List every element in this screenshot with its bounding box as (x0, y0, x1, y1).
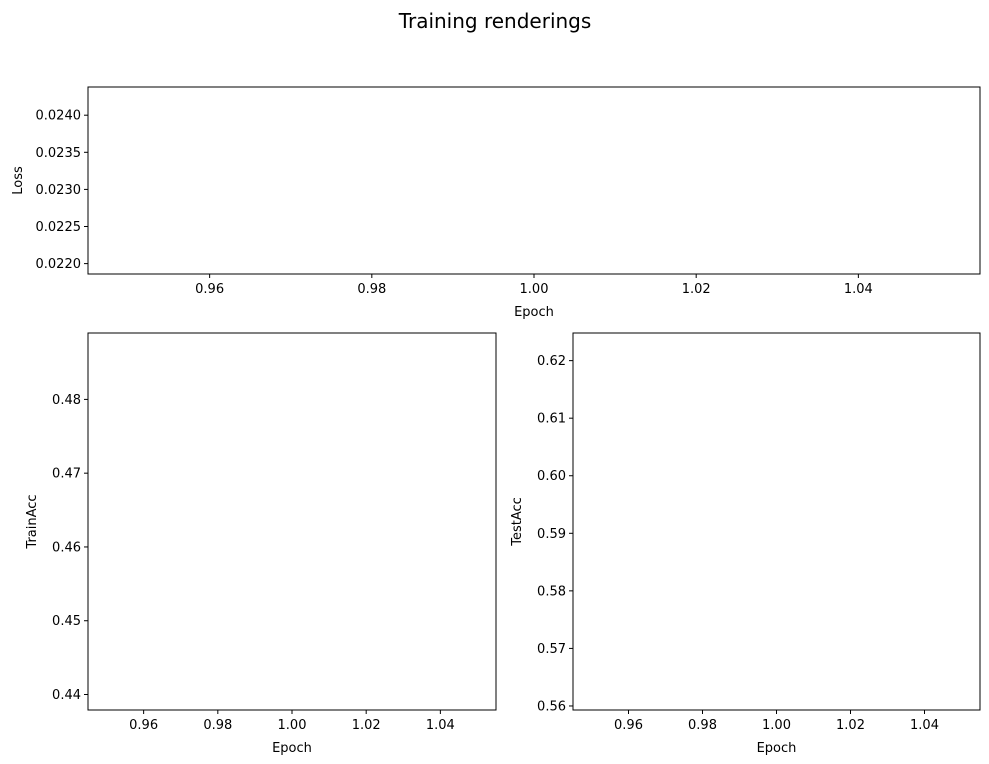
loss-x-tick-label: 1.00 (520, 282, 549, 297)
trainacc-y-tick-label: 0.47 (52, 467, 81, 482)
loss-axes-frame (87, 86, 981, 275)
trainacc-y-axis-label: TrainAcc (25, 494, 40, 549)
loss-x-tick-label: 0.98 (357, 282, 386, 297)
loss-y-tick-label: 0.0225 (36, 220, 82, 235)
trainacc-x-tick-label: 1.02 (352, 718, 381, 733)
loss-y-tick-label: 0.0230 (36, 183, 82, 198)
loss-y-axis-label: Loss (11, 166, 26, 195)
testacc-x-tick-label: 0.98 (688, 718, 717, 733)
loss-x-axis-label: Epoch (514, 305, 554, 320)
trainacc-axes-frame (87, 332, 497, 711)
loss-plot: 0.96 0.98 1.00 1.02 1.04 0.0220 0.0225 0.0230 0.… (11, 86, 981, 320)
loss-y-tick-label: 0.0220 (36, 257, 82, 272)
testacc-y-tick-label: 0.62 (537, 354, 566, 369)
testacc-y-tick-label: 0.61 (537, 412, 566, 427)
testacc-x-axis-label: Epoch (757, 741, 797, 756)
testacc-y-axis-label: TestAcc (510, 497, 525, 547)
loss-x-tick-label: 0.96 (195, 282, 224, 297)
loss-x-tick-label: 1.02 (682, 282, 711, 297)
trainacc-x-tick-label: 0.96 (129, 718, 158, 733)
testacc-x-tick-label: 1.04 (910, 718, 939, 733)
trainacc-x-tick-label: 1.00 (278, 718, 307, 733)
trainacc-y-tick-label: 0.48 (52, 393, 81, 408)
loss-y-tick-label: 0.0235 (36, 146, 82, 161)
testacc-y-tick-label: 0.56 (537, 699, 566, 714)
loss-y-tick-label: 0.0240 (36, 109, 82, 124)
testacc-y-tick-label: 0.59 (537, 527, 566, 542)
testacc-y-tick-label: 0.58 (537, 584, 566, 599)
loss-x-tick-label: 1.04 (844, 282, 873, 297)
testacc-x-tick-label: 1.02 (836, 718, 865, 733)
testacc-y-tick-label: 0.57 (537, 642, 566, 657)
train-accuracy-plot: 0.96 0.98 1.00 1.02 1.04 0.44 0.45 0.46 0.47 0.48… (25, 332, 497, 756)
trainacc-y-tick-label: 0.45 (52, 614, 81, 629)
trainacc-x-axis-label: Epoch (272, 741, 312, 756)
test-accuracy-plot: 0.96 0.98 1.00 1.02 1.04 0.56 0.57 0.58 0.59 0.60… (510, 332, 981, 756)
trainacc-y-tick-label: 0.44 (52, 688, 81, 703)
testacc-x-tick-label: 1.00 (762, 718, 791, 733)
trainacc-x-tick-label: 1.04 (426, 718, 455, 733)
trainacc-x-tick-label: 0.98 (203, 718, 232, 733)
testacc-y-tick-label: 0.60 (537, 469, 566, 484)
trainacc-y-tick-label: 0.46 (52, 540, 81, 555)
figure-title: Training renderings (398, 9, 592, 33)
testacc-x-tick-label: 0.96 (614, 718, 643, 733)
testacc-axes-frame (572, 332, 981, 711)
